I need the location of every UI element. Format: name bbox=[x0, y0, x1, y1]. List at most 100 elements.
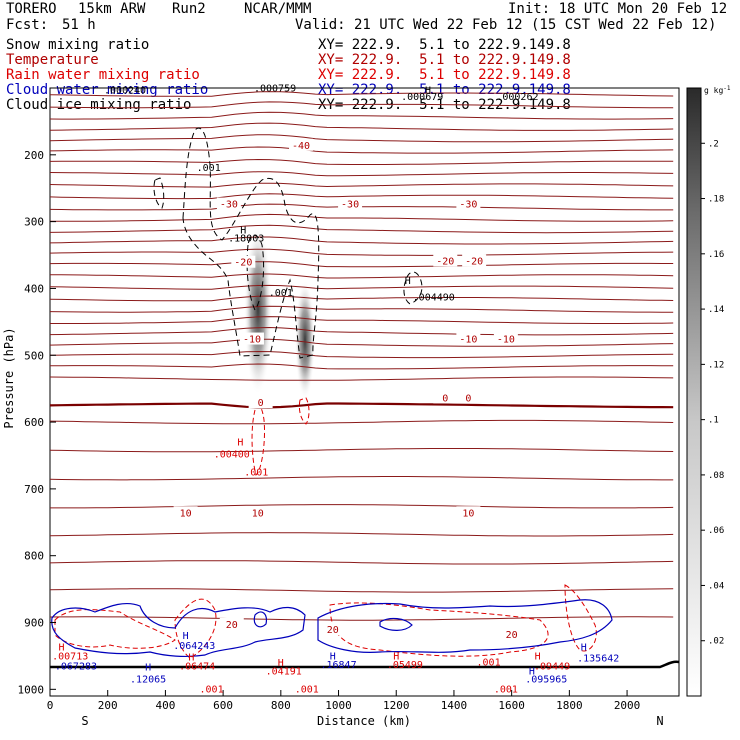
isotherm-label: -20 bbox=[234, 258, 252, 269]
colorbar-tick-label: .12 bbox=[708, 360, 724, 370]
isotherm-label-bg bbox=[338, 197, 363, 210]
field-value-annotation: .001 bbox=[494, 685, 518, 696]
colorbar-tick-label: .1 bbox=[708, 416, 719, 426]
x-tick-label: 1200 bbox=[383, 699, 410, 712]
field-annotations: .000240 .000759 .000679 .000262 .001 .18003 .0… bbox=[52, 83, 619, 695]
field-value-annotation: .16847 bbox=[320, 660, 356, 671]
x-axis-right-label: N bbox=[656, 714, 663, 728]
isotherm-label: -30 bbox=[459, 200, 477, 211]
cloud-contour-small bbox=[253, 611, 267, 628]
model-name: TORERO bbox=[6, 1, 57, 17]
isotherm-label: 10 bbox=[180, 508, 192, 519]
isotherm-line bbox=[49, 134, 674, 143]
model-run: Run2 bbox=[172, 1, 206, 17]
colorbar-tick-label: .02 bbox=[708, 637, 724, 647]
isotherm-line bbox=[49, 448, 674, 453]
rain-contour-low-west bbox=[54, 609, 176, 649]
rain-contour-low-mid bbox=[174, 598, 217, 659]
isotherm-label: 0 bbox=[258, 398, 264, 409]
colorbar bbox=[686, 87, 702, 697]
isotherm-line bbox=[49, 616, 674, 621]
forecast-hour: 51 h bbox=[62, 17, 96, 33]
field-value-annotation: .12065 bbox=[130, 675, 166, 686]
high-marker: H bbox=[529, 667, 535, 678]
colorbar-unit: g kg-1 bbox=[704, 85, 731, 95]
legend-xy-range: XY= 222.9. 5.1 to 222.9.149.8 bbox=[318, 37, 571, 53]
isotherm-line bbox=[50, 316, 674, 324]
isotherm-line bbox=[49, 236, 674, 245]
rain-contour-core bbox=[251, 405, 265, 476]
isotherm-label-bg bbox=[499, 627, 524, 640]
isotherm-label-bg bbox=[433, 391, 458, 404]
high-marker: H bbox=[188, 653, 194, 664]
field-value-annotation: .135642 bbox=[577, 653, 619, 664]
model-resolution: 15km ARW bbox=[78, 1, 146, 17]
cloud-contour-east bbox=[317, 599, 613, 653]
field-value-annotation: .001 bbox=[477, 657, 501, 668]
isotherm-label: 20 bbox=[327, 625, 339, 636]
isotherm-label-bg bbox=[433, 254, 458, 267]
isotherm-line bbox=[49, 248, 674, 256]
field-value-annotation: .001 bbox=[197, 163, 221, 174]
x-tick-label: 600 bbox=[213, 699, 233, 712]
isotherm-label: -20 bbox=[436, 256, 454, 267]
isotherm-label: 20 bbox=[226, 620, 238, 631]
isotherm-line bbox=[50, 273, 674, 279]
isotherm-label: 0 bbox=[465, 393, 471, 404]
colorbar-tick-label: .06 bbox=[708, 526, 724, 536]
cloud-water-contours bbox=[51, 599, 613, 658]
y-tick-label: 200 bbox=[24, 149, 44, 162]
high-marker: H bbox=[278, 658, 284, 669]
isotherm-line bbox=[49, 122, 674, 131]
colorbar-tick-label: .08 bbox=[708, 471, 724, 481]
isotherm-label-bg bbox=[239, 332, 264, 345]
isotherm-label-bg bbox=[456, 506, 481, 519]
high-marker: H bbox=[330, 651, 336, 662]
high-marker: H bbox=[145, 663, 151, 674]
isotherm-line bbox=[49, 419, 674, 425]
x-tick-label: 400 bbox=[155, 699, 175, 712]
ice-contour-left bbox=[153, 177, 165, 209]
colorbar-tick-label: .2 bbox=[708, 139, 719, 149]
field-value-annotation: .001 bbox=[200, 685, 224, 696]
isotherm-line bbox=[49, 532, 674, 537]
cloud-ice-contours bbox=[153, 127, 423, 359]
ground-line bbox=[50, 660, 680, 669]
isotherm-line bbox=[49, 350, 674, 359]
high-marker: H bbox=[405, 276, 411, 287]
legend-field-name: Snow mixing ratio bbox=[6, 37, 150, 53]
field-value-annotation: .000759 bbox=[254, 83, 296, 94]
y-tick-label: 1000 bbox=[18, 683, 45, 696]
colorbar-tick-label: .04 bbox=[708, 581, 724, 591]
x-tick-label: 1800 bbox=[556, 699, 583, 712]
isotherm-line bbox=[49, 363, 674, 370]
isotherm-label-bg bbox=[493, 332, 518, 345]
isotherm-line bbox=[49, 305, 674, 313]
x-axis-title: Distance (km) bbox=[317, 714, 411, 728]
snow-shade-core-2 bbox=[295, 280, 315, 400]
y-axis: 200 300 400 500 600 700 800 900 1000 bbox=[18, 149, 56, 696]
isotherm-label-bg bbox=[456, 197, 481, 210]
isotherm-label: 10 bbox=[252, 508, 264, 519]
isotherm-line bbox=[49, 338, 674, 347]
y-tick-label: 300 bbox=[24, 216, 44, 229]
isotherm-line bbox=[49, 560, 674, 565]
y-axis-title: Pressure (hPa) bbox=[2, 327, 16, 428]
high-marker: H bbox=[240, 226, 246, 237]
x-tick-label: 1400 bbox=[441, 699, 468, 712]
high-marker: H bbox=[425, 85, 431, 96]
isotherm-labels: -40 -30 -30 -30 -20 -20 -20 -10 -10 -10 0 0 0 10 10 10 2… bbox=[173, 138, 524, 641]
x-tick-label: 1600 bbox=[498, 699, 525, 712]
y-tick-label: 900 bbox=[24, 617, 44, 630]
colorbar-tick-label: .16 bbox=[708, 250, 724, 260]
field-value-annotation: .064243 bbox=[173, 641, 215, 652]
isotherm-line bbox=[49, 476, 674, 481]
rain-contour-low-far-east bbox=[564, 584, 597, 652]
isotherm-label: 20 bbox=[506, 630, 518, 641]
isotherm-line bbox=[49, 295, 674, 302]
isotherm-label: -10 bbox=[459, 335, 477, 346]
isotherm-label-bg bbox=[456, 332, 481, 345]
high-marker: H bbox=[535, 651, 541, 662]
isotherm-label-bg bbox=[219, 617, 244, 630]
